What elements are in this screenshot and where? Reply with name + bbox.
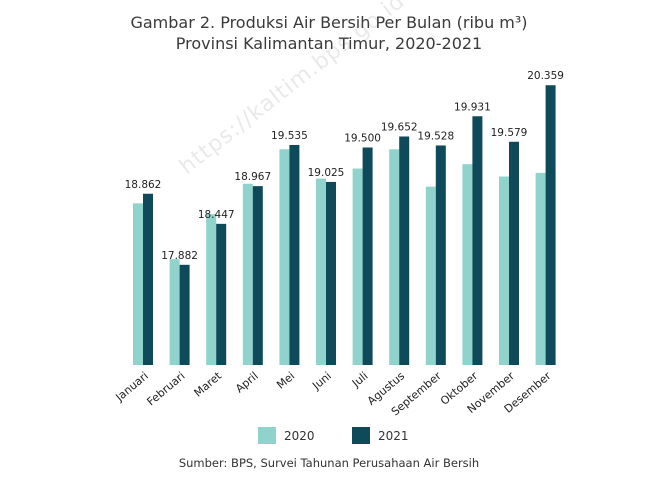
chart-title-line-2: Provinsi Kalimantan Timur, 2020-2021 — [175, 34, 483, 53]
bar-2020-februari — [169, 259, 180, 365]
bar-2021-agustus — [399, 136, 410, 365]
bar-2020-desember — [535, 172, 546, 365]
bar-2021-april — [252, 186, 263, 365]
data-label-januari: 18.862 — [125, 179, 162, 191]
data-label-september: 19.528 — [417, 130, 454, 142]
legend-swatch-2020 — [258, 427, 276, 444]
bar-2021-november — [509, 141, 519, 365]
bar-2021-desember — [545, 85, 556, 365]
legend-label-2020: 2020 — [284, 428, 315, 443]
bar-2020-mei — [279, 149, 290, 365]
bar-2020-november — [499, 176, 509, 365]
category-label-mei: Mei — [274, 369, 297, 391]
category-label-maret: Maret — [192, 369, 225, 400]
category-label-februari: Februari — [144, 369, 187, 408]
bar-2021-juli — [362, 147, 373, 365]
data-label-agustus: 19.652 — [381, 121, 418, 133]
category-label-april: April — [233, 369, 261, 395]
data-label-desember: 20.359 — [527, 70, 564, 82]
data-label-juni: 19.025 — [308, 167, 345, 179]
bar-2021-februari — [179, 264, 190, 365]
data-label-oktober: 19.931 — [454, 101, 491, 113]
legend-swatch-2021 — [352, 427, 370, 444]
bar-2020-april — [242, 183, 253, 365]
legend-item-2020: 2020 — [258, 427, 315, 444]
bar-2021-juni — [326, 181, 336, 365]
data-label-maret: 18.447 — [198, 209, 235, 221]
bar-2020-juli — [352, 168, 363, 365]
bar-2021-september — [435, 145, 446, 365]
bar-2021-januari — [143, 193, 153, 365]
chart-title-line-1: Gambar 2. Produksi Air Bersih Per Bulan … — [130, 13, 528, 32]
legend: 2020 2021 — [0, 427, 658, 447]
data-label-februari: 17.882 — [161, 250, 198, 262]
chart-title: Gambar 2. Produksi Air Bersih Per Bulan … — [0, 12, 658, 54]
bar-2021-oktober — [472, 116, 483, 365]
category-label-juni: Juni — [309, 369, 334, 393]
bar-2021-maret — [216, 223, 227, 365]
data-label-april: 18.967 — [234, 171, 271, 183]
bar-2020-september — [425, 186, 436, 365]
data-label-juli: 19.500 — [344, 133, 381, 145]
data-label-mei: 19.535 — [271, 130, 308, 142]
bar-2020-januari — [133, 203, 143, 365]
bar-2020-maret — [206, 214, 217, 365]
bar-2020-juni — [316, 178, 326, 365]
data-label-november: 19.579 — [491, 127, 528, 139]
legend-label-2021: 2021 — [378, 428, 409, 443]
bar-2021-mei — [289, 144, 300, 365]
bar-2020-agustus — [389, 149, 400, 365]
source-note: Sumber: BPS, Survei Tahunan Perusahaan A… — [178, 456, 480, 470]
legend-item-2021: 2021 — [352, 427, 409, 444]
category-label-juli: Juli — [349, 369, 371, 390]
bar-2020-oktober — [462, 164, 473, 365]
